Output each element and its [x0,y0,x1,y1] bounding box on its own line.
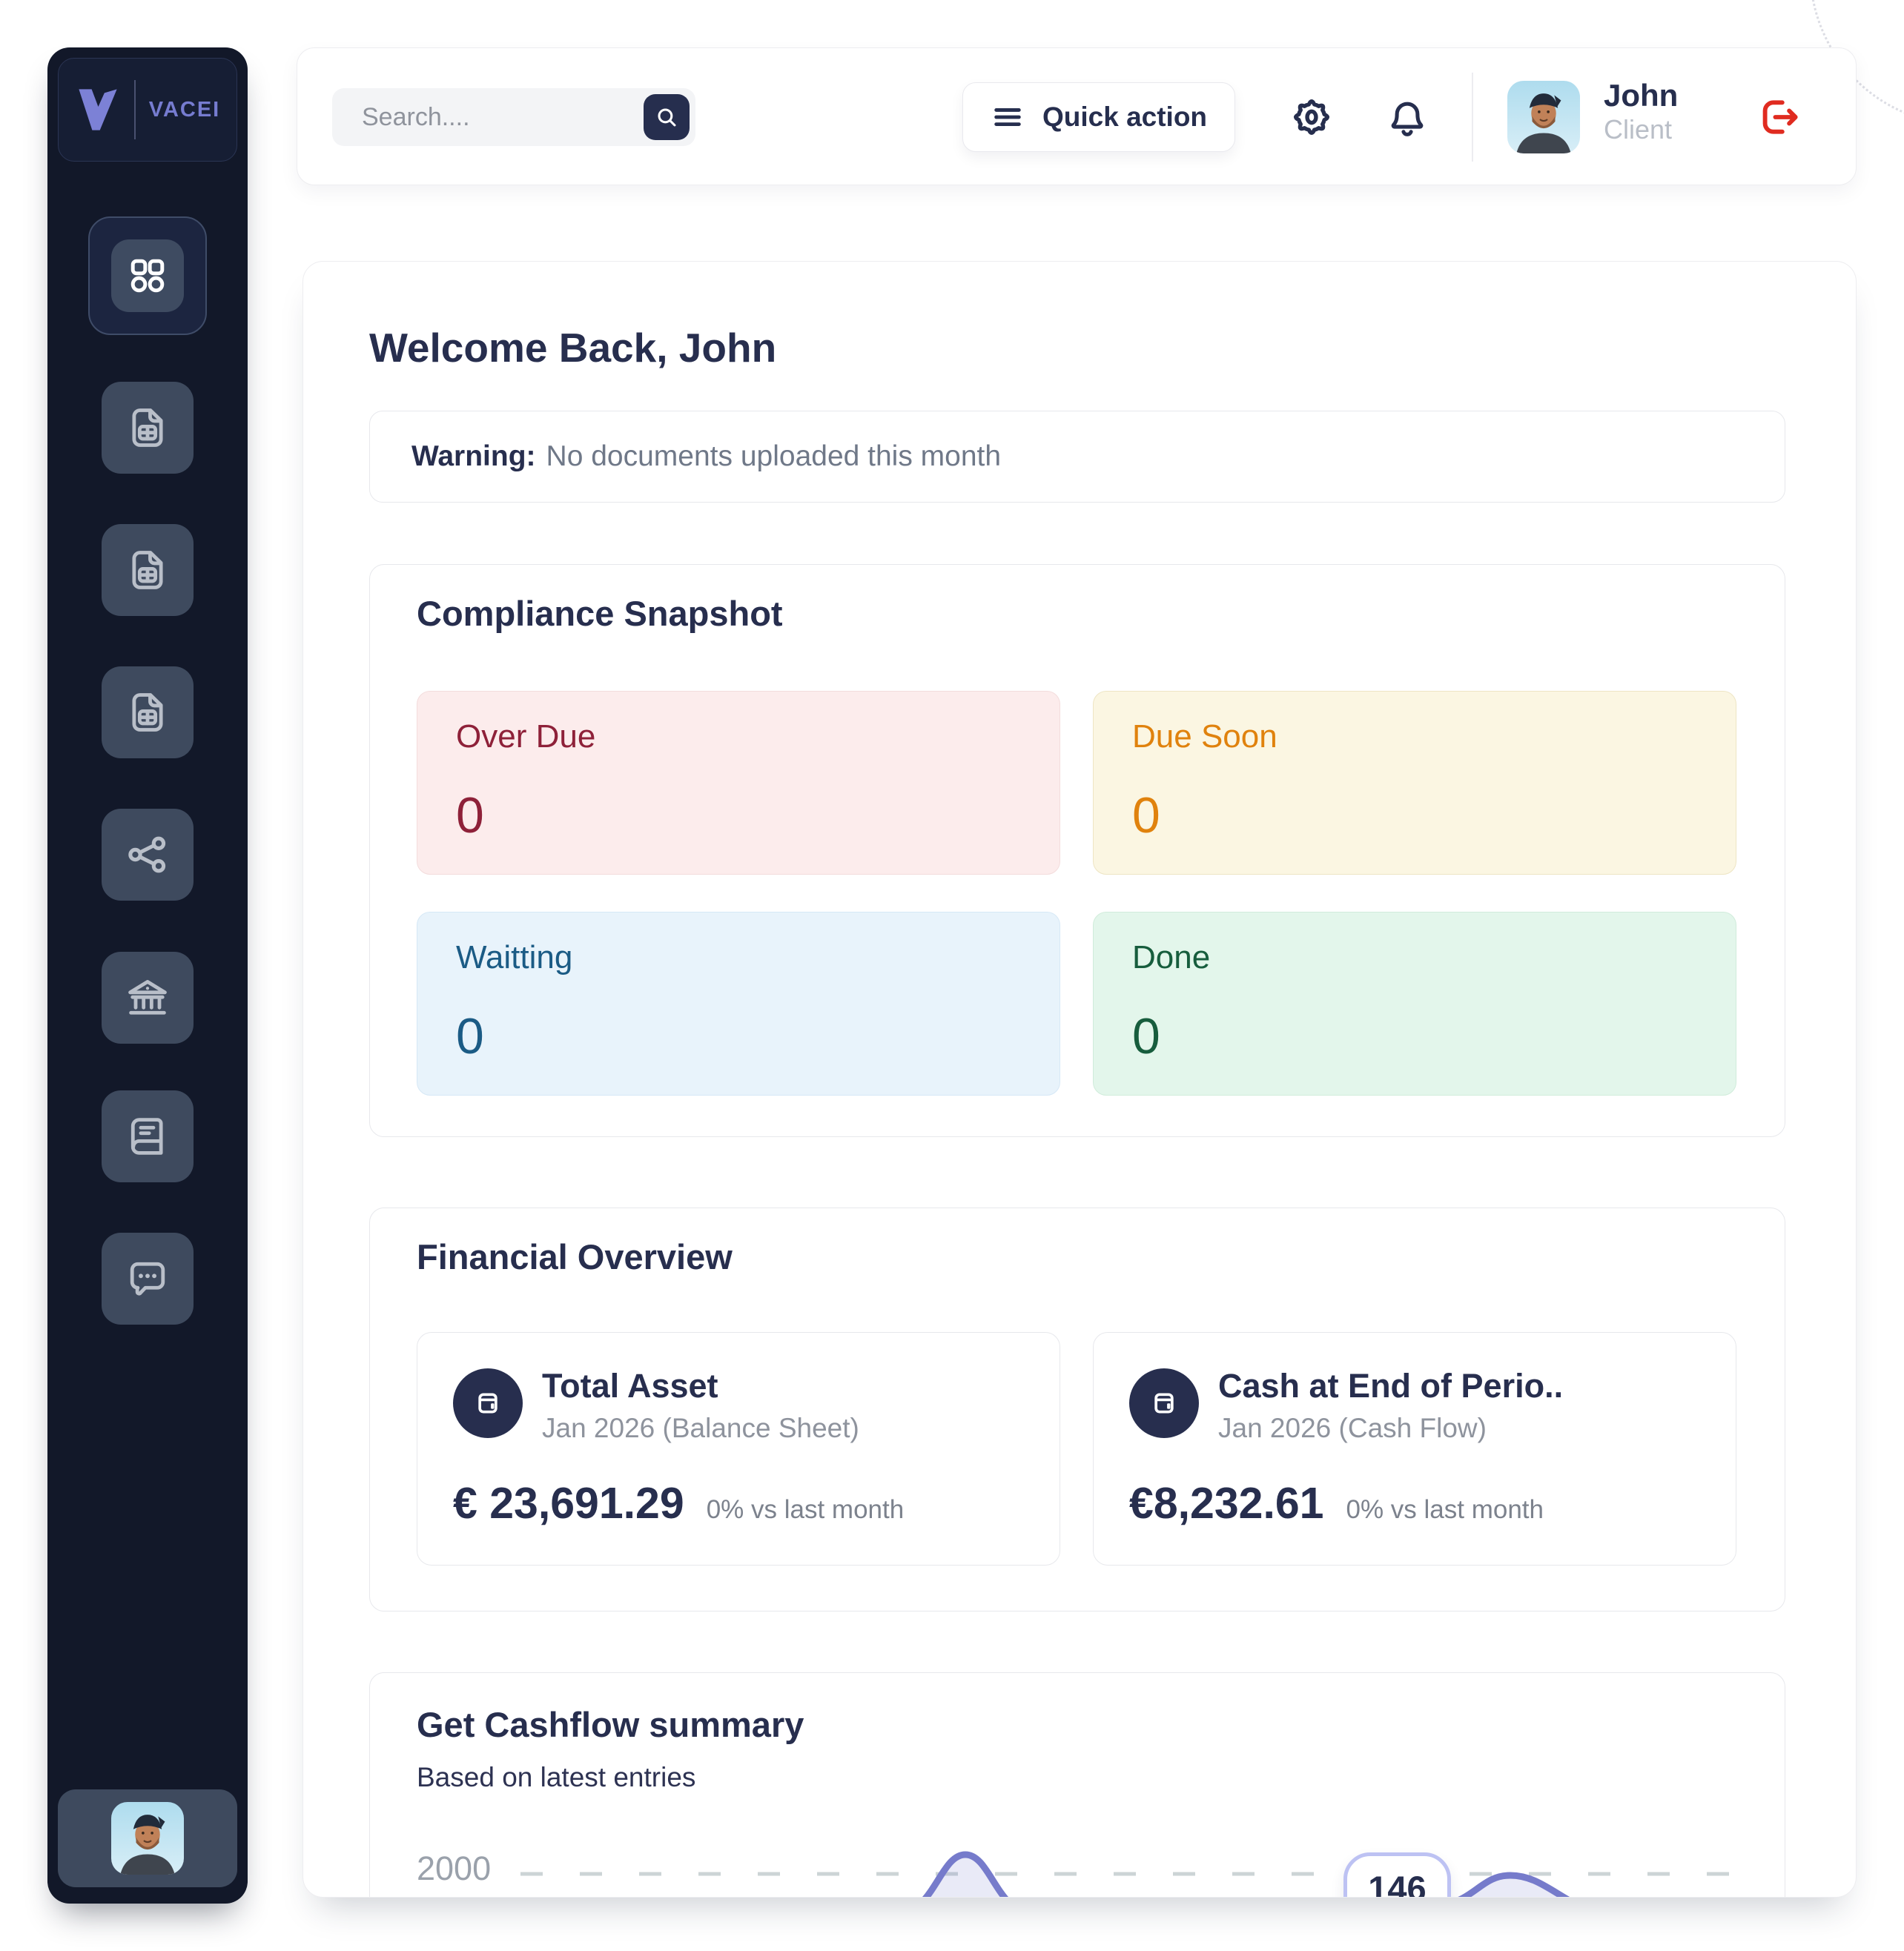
due-soon-value: 0 [1132,787,1160,844]
document-icon [124,689,171,736]
total-asset-title: Total Asset [542,1367,718,1405]
book-icon [124,1113,171,1160]
brand-logo[interactable]: VACEI [58,58,237,162]
done-value: 0 [1132,1008,1160,1064]
main-content: Welcome Back, John Warning: No documents… [303,261,1857,1898]
chat-icon [124,1255,171,1302]
header-divider [1472,73,1473,162]
dashboard-grid-icon [111,239,184,312]
financial-title: Financial Overview [417,1237,733,1276]
sidebar-item-chat[interactable] [102,1233,194,1325]
bank-icon [124,974,171,1021]
compliance-title: Compliance Snapshot [417,594,783,633]
cash-end-period-amount: €8,232.61 [1129,1479,1324,1528]
document-icon [124,404,171,451]
cash-end-period-delta: 0% vs last month [1346,1495,1544,1524]
search-box [332,88,695,146]
logo-divider [133,80,136,139]
overdue-label: Over Due [456,718,596,755]
top-header: Quick action John Clien [297,47,1857,185]
total-asset-amount: € 23,691.29 [453,1479,684,1528]
cash-end-period-title: Cash at End of Perio.. [1218,1367,1564,1405]
document-icon [124,546,171,594]
user-menu[interactable]: John Client [1604,78,1678,145]
cash-end-period-subtitle: Jan 2026 (Cash Flow) [1218,1413,1487,1443]
wallet-icon [1129,1368,1199,1438]
quick-action-button[interactable]: Quick action [962,82,1235,152]
sidebar-item-documents-3[interactable] [102,666,194,758]
done-label: Done [1132,939,1211,976]
sidebar-item-documents-2[interactable] [102,524,194,616]
warning-label: Warning: [411,440,536,472]
user-role: Client [1604,114,1673,145]
financial-overview-section: Financial Overview Total Asset Jan 2026 … [369,1208,1785,1612]
user-name: John [1604,78,1679,113]
sidebar-item-book[interactable] [102,1090,194,1182]
cash-end-period-card: Cash at End of Perio.. Jan 2026 (Cash Fl… [1093,1332,1736,1566]
sidebar-item-share[interactable] [102,809,194,901]
waiting-label: Waitting [456,939,573,976]
done-card: Done 0 [1093,912,1736,1096]
v-logo-icon [75,86,121,133]
cashflow-summary-section: Get Cashflow summary Based on latest ent… [369,1672,1785,1898]
warning-banner: Warning: No documents uploaded this mont… [369,411,1785,503]
cashflow-subtitle: Based on latest entries [417,1762,696,1792]
overdue-value: 0 [456,787,484,844]
cashflow-chart [520,1851,1740,1897]
wallet-icon [453,1368,523,1438]
warning-message: No documents uploaded this month [546,440,1002,472]
compliance-snapshot-section: Compliance Snapshot Over Due 0 Due Soon … [369,564,1785,1137]
chart-tooltip-value: 146 [1368,1869,1427,1898]
search-input[interactable] [332,88,695,146]
logout-icon [1755,93,1802,141]
waiting-card: Waitting 0 [417,912,1060,1096]
logout-button[interactable] [1755,93,1802,141]
brand-name: VACEI [148,97,221,122]
overdue-card: Over Due 0 [417,691,1060,875]
cashflow-title: Get Cashflow summary [417,1705,804,1744]
user-avatar[interactable] [1507,81,1580,153]
search-button[interactable] [644,94,690,140]
chart-tooltip: 146 [1343,1852,1451,1898]
sidebar: VACEI [47,47,248,1904]
due-soon-card: Due Soon 0 [1093,691,1736,875]
waiting-value: 0 [456,1008,484,1064]
total-asset-delta: 0% vs last month [706,1495,905,1524]
sidebar-item-bank[interactable] [102,952,194,1044]
page-title: Welcome Back, John [369,325,777,371]
total-asset-card: Total Asset Jan 2026 (Balance Sheet) € 2… [417,1332,1060,1566]
avatar [111,1802,184,1875]
share-nodes-icon [124,831,171,878]
bell-icon[interactable] [1384,93,1431,141]
total-asset-subtitle: Jan 2026 (Balance Sheet) [542,1413,859,1443]
hamburger-icon [991,100,1025,134]
gear-icon[interactable] [1286,92,1337,142]
sidebar-item-dashboard[interactable] [88,216,207,335]
due-soon-label: Due Soon [1132,718,1277,755]
sidebar-user-avatar-button[interactable] [58,1789,237,1887]
search-icon [655,105,678,129]
quick-action-label: Quick action [1042,102,1208,132]
y-axis-tick-2000: 2000 [417,1849,492,1887]
sidebar-item-documents-1[interactable] [102,382,194,474]
